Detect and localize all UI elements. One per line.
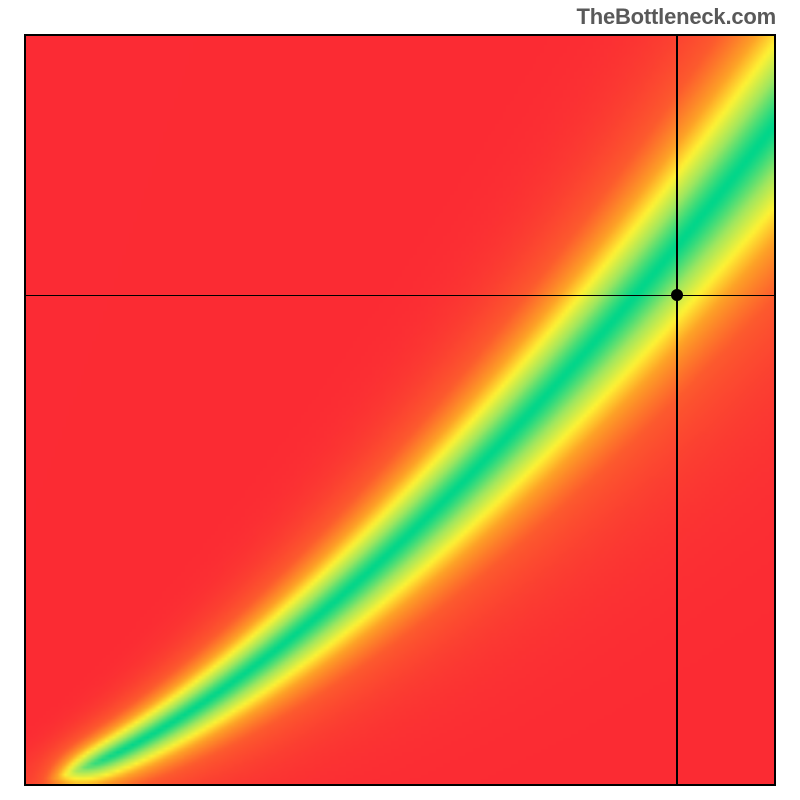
intersection-marker [671, 289, 683, 301]
attribution-label: TheBottleneck.com [576, 4, 776, 30]
heatmap-canvas [26, 36, 774, 784]
crosshair-horizontal [26, 295, 774, 297]
heatmap-plot [24, 34, 776, 786]
crosshair-vertical [676, 36, 678, 784]
